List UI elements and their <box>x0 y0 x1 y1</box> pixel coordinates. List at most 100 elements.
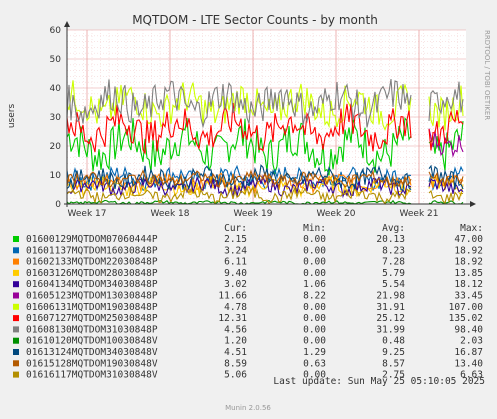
series-line <box>66 173 464 199</box>
x-tick-label: Week 18 <box>151 209 190 219</box>
legend-value: 0.63 <box>303 358 326 369</box>
series-line <box>66 169 464 190</box>
y-tick-label: 60 <box>50 26 62 36</box>
legend-value: 5.79 <box>382 268 405 279</box>
legend-series-name: 01602133MQTDOM22030848P <box>26 257 158 268</box>
legend-series-name: 01607127MQTDOM25030848P <box>26 313 158 324</box>
legend-value: 0.00 <box>303 302 326 313</box>
legend-value: 4.56 <box>224 324 247 335</box>
legend-value: 2.15 <box>224 234 247 245</box>
legend-swatch <box>13 315 19 322</box>
legend-value: 9.40 <box>224 268 247 279</box>
series-line <box>66 79 464 129</box>
legend-value: 47.00 <box>454 234 483 245</box>
legend-swatch <box>13 303 19 310</box>
legend-series-name: 01615128MQTDOM19030848V <box>26 358 158 369</box>
legend-value: 0.00 <box>303 268 326 279</box>
legend-value: 13.40 <box>454 358 483 369</box>
y-tick-label: 0 <box>55 200 61 210</box>
legend-series-name: 01600129MQTDOM07060444P <box>26 234 158 245</box>
y-axis-arrow <box>64 21 70 27</box>
legend-value: 33.45 <box>454 291 483 302</box>
y-tick-label: 50 <box>50 55 62 65</box>
chart-title: MQTDOM - LTE Sector Counts - by month <box>132 13 378 27</box>
legend-series-name: 01605123MQTDOM13030848P <box>26 291 158 302</box>
legend-value: 8.57 <box>382 358 405 369</box>
legend-value: 11.66 <box>218 291 247 302</box>
legend-value: 16.87 <box>454 347 483 358</box>
legend-value: 6.63 <box>460 370 483 381</box>
x-tick-label: Week 19 <box>234 209 273 219</box>
legend-value: 4.78 <box>224 302 247 313</box>
legend-value: 7.28 <box>382 257 405 268</box>
legend-value: 135.02 <box>449 313 483 324</box>
series-line <box>66 117 464 176</box>
legend-swatch <box>13 371 19 378</box>
legend-series-name: 01601137MQTDOM16030848P <box>26 245 158 256</box>
legend-value: 0.48 <box>382 336 405 347</box>
legend-value: 1.06 <box>303 279 326 290</box>
legend-value: 18.92 <box>454 245 483 256</box>
legend-series-name: 01606131MQTDOM19030848P <box>26 302 158 313</box>
legend-value: 8.23 <box>382 245 405 256</box>
legend-value: 18.92 <box>454 257 483 268</box>
y-tick-label: 30 <box>50 113 62 123</box>
legend-value: 107.00 <box>449 302 484 313</box>
legend-value: 31.91 <box>376 302 405 313</box>
legend-value: 1.29 <box>303 347 326 358</box>
y-axis-label: users <box>7 104 17 129</box>
legend-value: 0.00 <box>303 257 326 268</box>
legend-value: 3.02 <box>224 279 247 290</box>
x-tick-label: Week 20 <box>317 209 356 219</box>
legend-value: 21.98 <box>376 291 405 302</box>
legend-header: Avg: <box>382 223 405 234</box>
legend-value: 25.12 <box>376 313 405 324</box>
legend-value: 9.25 <box>382 347 405 358</box>
y-tick-label: 10 <box>50 171 62 181</box>
munin-version: Munin 2.0.56 <box>225 404 271 412</box>
legend-value: 0.00 <box>303 245 326 256</box>
legend-header: Min: <box>303 223 326 234</box>
legend-series-name: 01604134MQTDOM34030848P <box>26 279 158 290</box>
legend-swatch <box>13 269 19 276</box>
legend-value: 2.03 <box>460 336 483 347</box>
legend-series-name: 01608130MQTDOM31030848P <box>26 324 158 335</box>
legend-value: 8.22 <box>303 291 326 302</box>
legend-swatch <box>13 247 19 254</box>
series-line <box>66 185 464 205</box>
legend-series-name: 01616117MQTDOM31030848V <box>26 370 158 381</box>
x-ticks: Week 17 Week 18 Week 19 Week 20 Week 21 <box>68 209 439 219</box>
legend-value: 3.24 <box>224 245 247 256</box>
legend-value: 0.00 <box>303 324 326 335</box>
legend-swatch <box>13 236 19 242</box>
legend-value: 0.00 <box>303 370 326 381</box>
series-line <box>66 80 464 131</box>
legend: Cur: Min: Avg: Max: 01600129MQTDOM07060444P 2… <box>13 223 483 381</box>
x-tick-label: Week 17 <box>68 209 107 219</box>
legend-swatch <box>13 337 19 344</box>
legend-value: 5.06 <box>224 370 247 381</box>
legend-swatch <box>13 258 19 265</box>
legend-series-name: 01613124MQTDOM34030848V <box>26 347 158 358</box>
legend-value: 1.20 <box>224 336 247 347</box>
y-ticks: 0 10 20 30 40 50 60 <box>50 26 62 210</box>
legend-value: 13.85 <box>454 268 483 279</box>
legend-swatch <box>13 281 19 288</box>
legend-value: 8.59 <box>224 358 247 369</box>
legend-header: Cur: <box>224 223 247 234</box>
legend-value: 2.75 <box>382 370 405 381</box>
legend-swatch <box>13 349 19 355</box>
legend-value: 12.31 <box>218 313 247 324</box>
last-update: Last update: Sun May 25 05:10:05 2025 <box>273 376 485 387</box>
y-tick-label: 20 <box>50 142 62 152</box>
legend-value: 0.00 <box>303 336 326 347</box>
x-axis-arrow <box>470 201 476 207</box>
rrdtool-credit: RRDTOOL / TOBI OETIKER <box>483 30 491 120</box>
legend-swatch <box>13 360 19 367</box>
legend-value: 5.54 <box>382 279 405 290</box>
legend-value: 4.51 <box>224 347 247 358</box>
legend-value: 20.13 <box>376 234 405 245</box>
x-tick-label: Week 21 <box>400 209 439 219</box>
legend-swatch <box>13 326 19 333</box>
